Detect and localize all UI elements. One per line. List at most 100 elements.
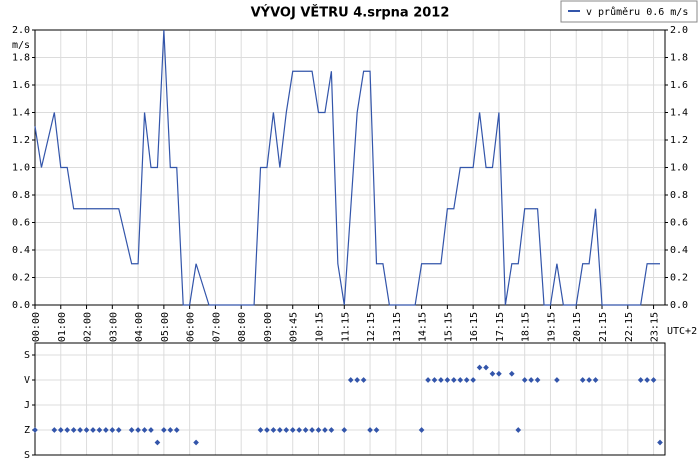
x-tick-label: 06:00 xyxy=(186,312,197,342)
direction-point xyxy=(360,377,367,383)
direction-point xyxy=(302,427,309,433)
x-tick-label: 21:15 xyxy=(598,312,609,342)
y2-tick-label: 0.0 xyxy=(670,300,688,311)
y2-tick-label: 0.6 xyxy=(670,218,688,229)
direction-point xyxy=(496,370,502,377)
direction-point xyxy=(586,377,592,383)
direction-point xyxy=(264,427,270,433)
direction-point xyxy=(90,427,96,433)
x-tick-label: 22:15 xyxy=(624,312,635,342)
direction-point xyxy=(257,427,264,433)
y-tick-label: Z xyxy=(24,425,30,436)
direction-point xyxy=(508,370,515,377)
direction-point xyxy=(470,377,476,383)
direction-point xyxy=(367,427,373,433)
direction-point xyxy=(657,439,663,446)
direction-point xyxy=(418,427,425,433)
y-tick-label: V xyxy=(24,375,30,386)
direction-point xyxy=(103,427,109,433)
y-tick-label: 1.2 xyxy=(12,135,30,146)
direction-point xyxy=(148,427,154,433)
x-tick-label: 13:15 xyxy=(392,312,403,342)
x-tick-label: 17:15 xyxy=(495,312,506,342)
direction-point xyxy=(296,427,303,433)
direction-point xyxy=(489,370,496,377)
direction-point xyxy=(70,427,77,433)
direction-point xyxy=(77,427,83,433)
direction-point xyxy=(425,377,431,383)
y2-tick-label: 1.4 xyxy=(670,108,688,119)
direction-point xyxy=(96,427,103,433)
direction-point xyxy=(483,364,489,371)
y-tick-label: S xyxy=(24,350,30,361)
x-tick-label: 19:15 xyxy=(546,312,557,342)
y-tick-label: S xyxy=(24,450,30,460)
direction-point xyxy=(322,427,328,433)
y-tick-label: 1.6 xyxy=(12,80,30,91)
x-tick-label: 04:00 xyxy=(134,312,145,342)
x-tick-label: 02:00 xyxy=(83,312,94,342)
direction-point xyxy=(438,377,444,383)
direction-point xyxy=(161,427,167,433)
x-tick-label: 18:15 xyxy=(521,312,532,342)
plot-frame xyxy=(34,29,666,306)
direction-point xyxy=(592,377,599,383)
direction-point xyxy=(354,377,360,383)
y2-tick-label: 1.8 xyxy=(670,53,688,64)
y2-tick-label: 1.0 xyxy=(670,163,688,174)
x-tick-label: 00:00 xyxy=(31,312,42,342)
direction-point xyxy=(289,427,296,433)
y-tick-label: 1.8 xyxy=(12,53,30,64)
direction-point xyxy=(528,377,534,383)
x-tick-label: 03:00 xyxy=(108,312,119,342)
y-tick-label: 1.4 xyxy=(12,108,30,119)
direction-point xyxy=(644,377,650,383)
direction-point xyxy=(309,427,315,433)
chart-title: VÝVOJ VĚTRU 4.srpna 2012 xyxy=(251,5,450,21)
y-tick-label: 0.2 xyxy=(12,273,30,284)
direction-point xyxy=(115,427,122,433)
direction-point xyxy=(270,427,277,433)
plot-frame xyxy=(34,342,666,456)
direction-point xyxy=(128,427,135,433)
direction-point xyxy=(315,427,322,433)
direction-point xyxy=(64,427,71,433)
direction-point xyxy=(637,377,644,383)
direction-point xyxy=(579,377,586,383)
y-tick-label: 0.8 xyxy=(12,190,30,201)
legend-box xyxy=(560,0,698,23)
x-tick-label: 08:00 xyxy=(237,312,248,342)
legend: v průměru 0.6 m/s xyxy=(560,0,698,23)
x-tick-label: 23:15 xyxy=(650,312,661,342)
direction-point xyxy=(328,427,335,433)
direction-point xyxy=(450,377,457,383)
x-tick-label: 15:15 xyxy=(443,312,454,342)
direction-point xyxy=(554,377,560,383)
y-tick-label: 0.6 xyxy=(12,218,30,229)
direction-point xyxy=(283,427,290,433)
x-note: UTC+2 xyxy=(667,326,697,337)
x-tick-label: 01:00 xyxy=(57,312,68,342)
speed-line xyxy=(34,29,660,306)
y2-tick-label: 0.4 xyxy=(670,245,688,256)
y2-tick-label: 0.8 xyxy=(670,190,688,201)
direction-point xyxy=(154,439,161,446)
y-tick-label: 0.0 xyxy=(12,300,30,311)
x-tick-label: 11:15 xyxy=(340,312,351,342)
x-tick-label: 09:00 xyxy=(263,312,274,342)
direction-point xyxy=(431,377,438,383)
direction-point xyxy=(193,439,199,446)
direction-point xyxy=(457,377,464,383)
y-tick-label: 2.0 xyxy=(12,25,30,36)
x-tick-label: 09:45 xyxy=(289,312,300,342)
direction-point xyxy=(347,377,354,383)
direction-point xyxy=(341,427,348,433)
direction-point xyxy=(521,377,528,383)
y-tick-label: J xyxy=(24,400,30,411)
x-tick-label: 20:15 xyxy=(572,312,583,342)
direction-point xyxy=(463,377,470,383)
x-tick-label: 07:00 xyxy=(211,312,222,342)
direction-point xyxy=(135,427,141,433)
